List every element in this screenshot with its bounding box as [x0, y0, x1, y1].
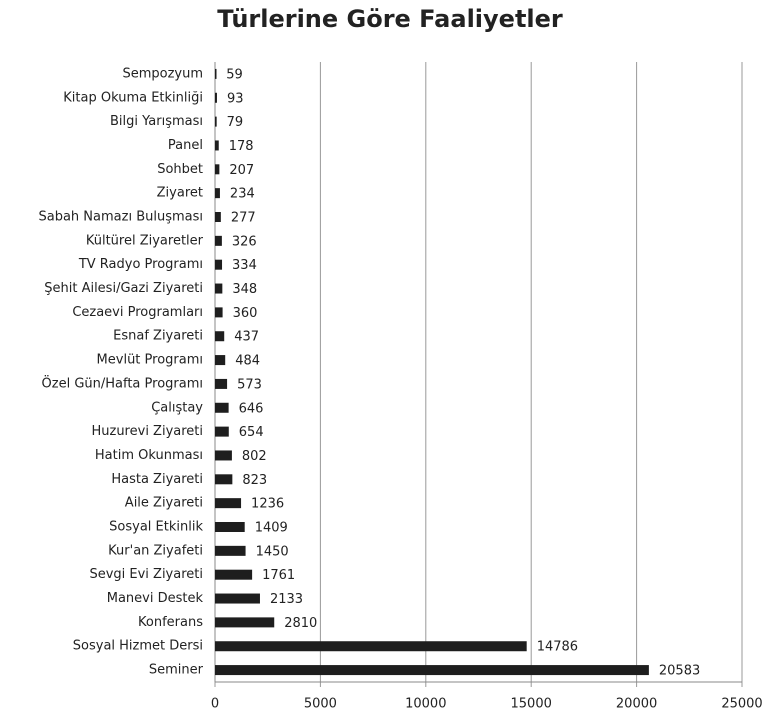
y-tick-label: Sosyal Hizmet Dersi [73, 639, 203, 654]
y-tick-label: Sabah Namazı Buluşması [39, 210, 204, 225]
data-label: 2810 [284, 616, 317, 631]
y-tick-label: Aile Ziyareti [125, 496, 203, 511]
bar [215, 522, 245, 532]
data-label: 1761 [262, 568, 295, 583]
bar [215, 212, 221, 222]
bar [215, 116, 217, 127]
data-label: 277 [231, 211, 256, 226]
y-tick-label: Sempozyum [122, 66, 203, 81]
data-label: 2133 [270, 592, 303, 607]
y-tick-label: TV Radyo Programı [78, 257, 203, 272]
data-label: 79 [227, 115, 244, 130]
y-tick-label: Seminer [149, 663, 204, 678]
y-tick-label: Hatim Okunması [95, 448, 203, 463]
data-label: 1236 [251, 497, 284, 512]
bar [215, 426, 229, 437]
x-tick-label: 10000 [405, 697, 446, 712]
bar [215, 593, 260, 604]
bar [215, 259, 223, 270]
bar [215, 164, 220, 175]
data-label: 59 [226, 67, 243, 82]
x-tick-label: 25000 [721, 697, 762, 712]
data-label: 654 [239, 425, 264, 440]
y-tick-label: Esnaf Ziyareti [113, 329, 203, 344]
x-tick-label: 15000 [511, 697, 552, 712]
bar [215, 569, 253, 580]
data-label: 14786 [537, 640, 578, 655]
y-tick-label: Mevlüt Programı [97, 353, 203, 368]
data-label: 823 [242, 473, 267, 488]
bar [215, 283, 223, 294]
y-tick-label: Sevgi Evi Ziyareti [89, 567, 203, 582]
y-tick-label: Ziyaret [157, 186, 203, 201]
bar [215, 617, 275, 628]
data-label: 178 [229, 139, 254, 154]
y-tick-label: Özel Gün/Hafta Programı [42, 374, 203, 391]
data-label: 326 [232, 234, 257, 249]
data-label: 93 [227, 91, 244, 106]
x-tick-label: 5000 [304, 697, 337, 712]
bar [215, 188, 220, 199]
data-label: 1450 [256, 544, 289, 559]
y-tick-label: Manevi Destek [107, 591, 204, 606]
bar [215, 307, 223, 318]
data-label: 234 [230, 187, 255, 202]
bar [215, 498, 242, 509]
y-tick-label: Panel [168, 138, 203, 153]
bar [215, 68, 217, 79]
x-tick-label: 0 [211, 697, 219, 712]
data-label: 360 [233, 306, 258, 321]
bar [215, 378, 228, 389]
bar [215, 450, 232, 461]
y-tick-label: Hasta Ziyareti [111, 472, 203, 487]
y-tick-label: Çalıştay [151, 400, 203, 415]
bar [215, 474, 233, 485]
bar [215, 402, 229, 413]
data-label: 20583 [659, 664, 700, 679]
bar [215, 665, 649, 676]
x-tick-label: 20000 [616, 697, 657, 712]
y-tick-label: Sohbet [157, 162, 203, 177]
bar [215, 140, 219, 151]
data-label: 1409 [255, 521, 288, 536]
bar [215, 92, 217, 103]
y-tick-label: Kur'an Ziyafeti [108, 543, 203, 558]
bar [215, 641, 527, 652]
y-tick-label: Konferans [138, 615, 203, 630]
bar [215, 235, 222, 246]
y-tick-label: Cezaevi Programları [72, 305, 203, 320]
data-label: 334 [232, 258, 257, 273]
data-label: 207 [229, 163, 254, 178]
bar [215, 545, 246, 556]
data-label: 646 [239, 401, 264, 416]
data-label: 484 [235, 354, 260, 369]
chart-title: Türlerine Göre Faaliyetler [217, 5, 563, 33]
bar [215, 355, 226, 366]
data-label: 348 [232, 282, 257, 297]
y-tick-label: Kültürel Ziyaretler [86, 233, 204, 248]
bar [215, 331, 225, 342]
y-tick-label: Kitap Okuma Etkinliği [63, 90, 203, 105]
data-label: 573 [237, 377, 262, 392]
y-tick-label: Sosyal Etkinlik [109, 520, 203, 535]
data-label: 437 [234, 330, 259, 345]
y-tick-label: Bilgi Yarışması [110, 114, 203, 129]
data-label: 802 [242, 449, 267, 464]
y-tick-label: Şehit Ailesi/Gazi Ziyareti [44, 281, 203, 296]
y-tick-label: Huzurevi Ziyareti [91, 424, 203, 439]
